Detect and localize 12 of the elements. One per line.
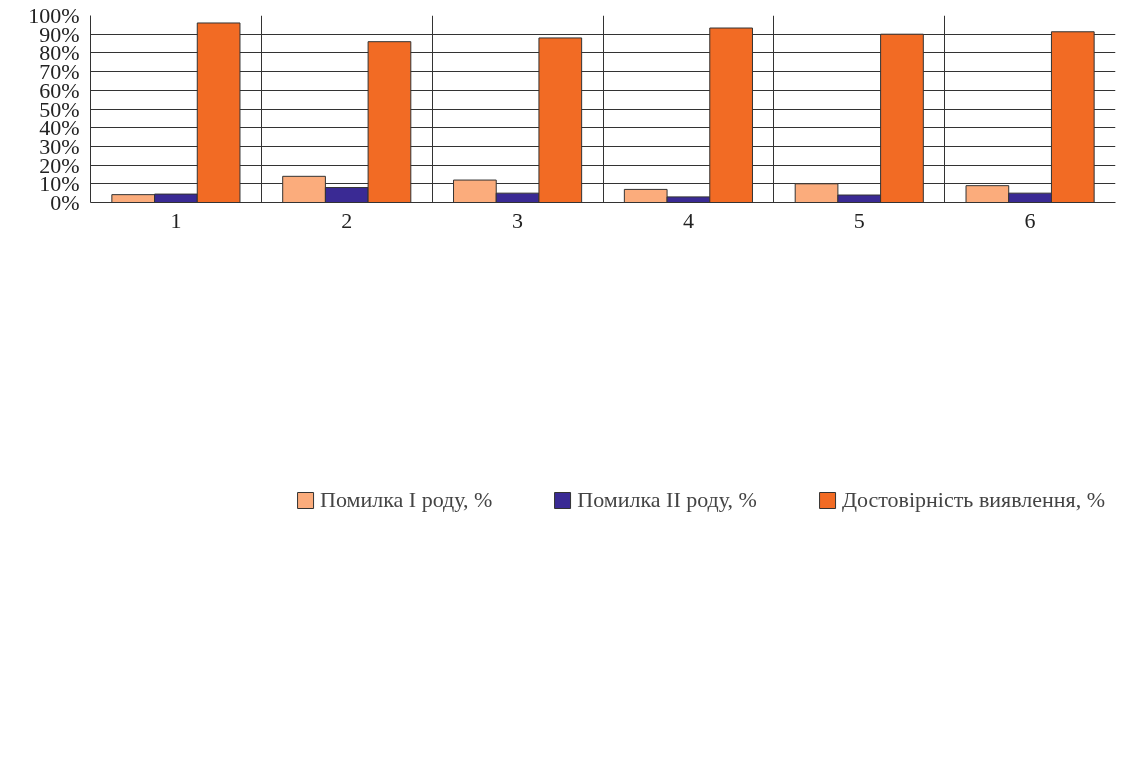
x-tick-label: 2 bbox=[341, 207, 353, 233]
y-tick-label: 70% bbox=[39, 59, 80, 85]
x-tick-label: 5 bbox=[853, 207, 865, 233]
x-tick-label: 6 bbox=[1024, 207, 1036, 233]
x-tick-label: 4 bbox=[682, 207, 694, 233]
legend-label: Достовірність виявлення, % bbox=[841, 487, 1105, 513]
legend-label: Помилка I роду, % bbox=[320, 487, 493, 513]
y-tick-label: 0% bbox=[50, 190, 80, 215]
legend-label: Помилка II роду, % bbox=[577, 487, 757, 513]
x-tick-label: 3 bbox=[512, 207, 524, 233]
y-tick-label: 100% bbox=[28, 3, 80, 28]
x-tick-label: 1 bbox=[170, 207, 182, 233]
